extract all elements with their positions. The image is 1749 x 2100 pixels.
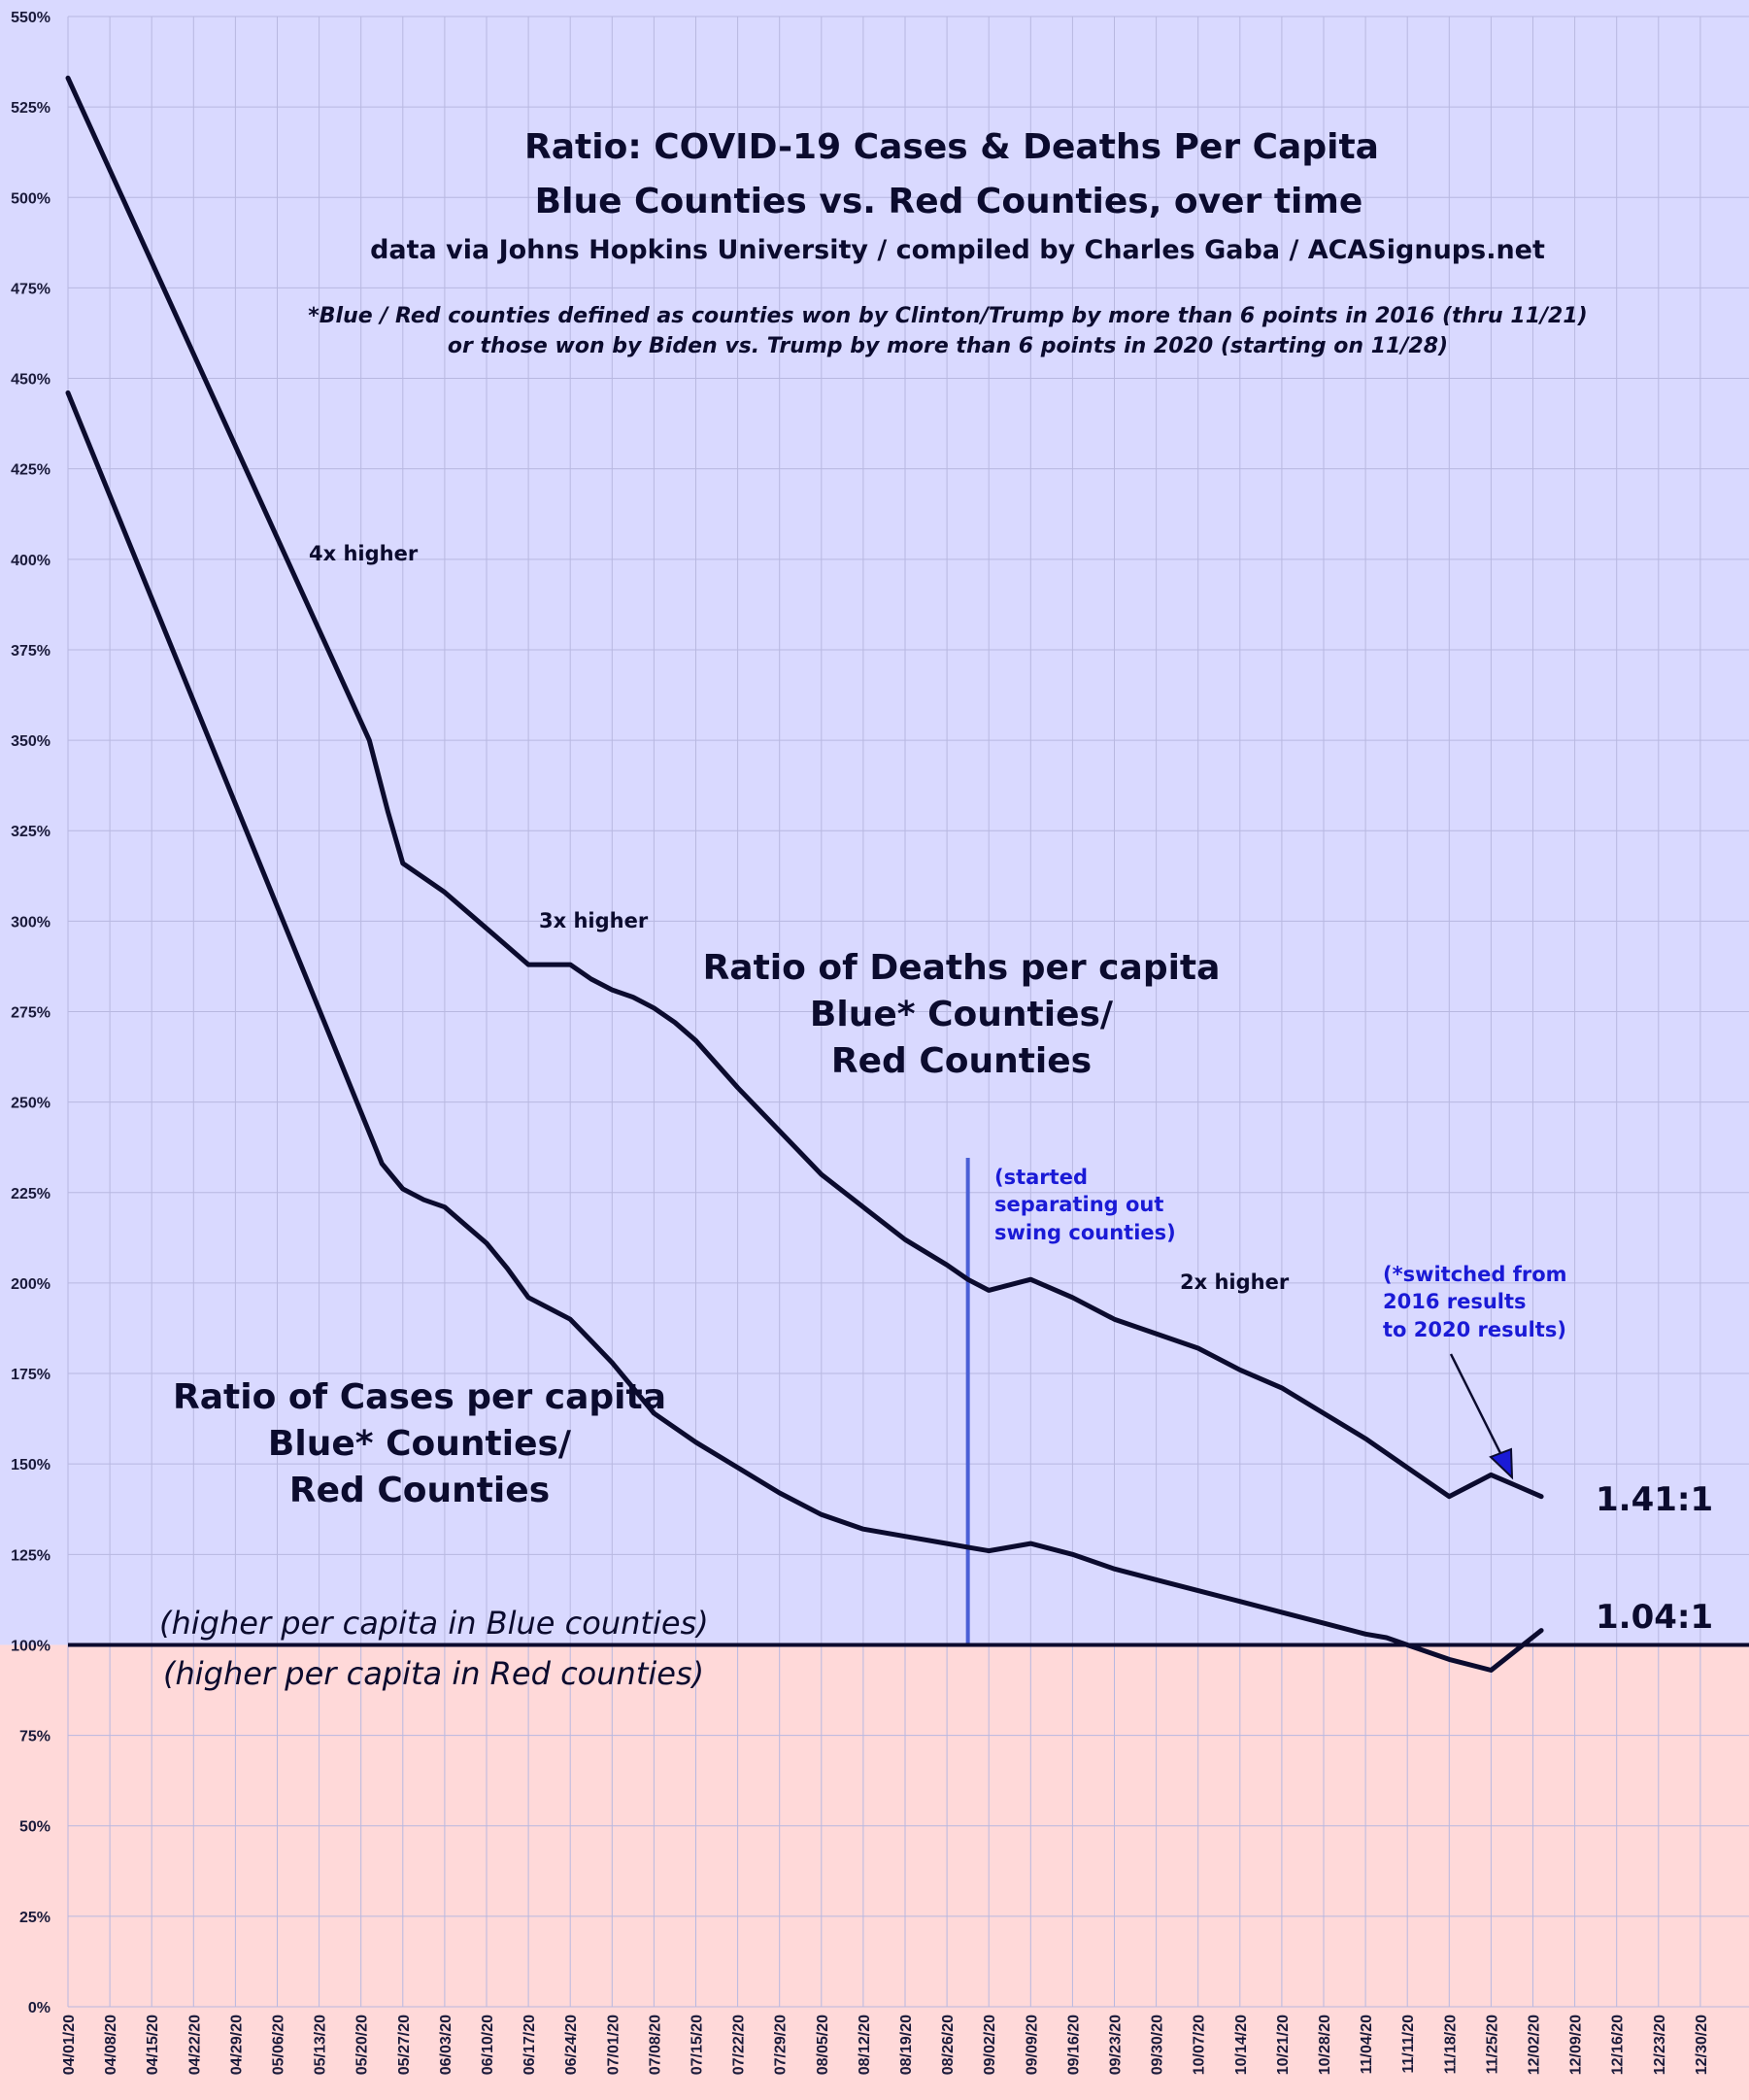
x-tick-label: 08/19/20: [898, 2015, 915, 2075]
x-tick-label: 07/01/20: [605, 2015, 622, 2075]
x-axis-ticks: 04/01/20 04/08/20 04/15/20 04/22/20 04/29/20…: [61, 2015, 1710, 2075]
annotation-3x-higher: 3x higher: [539, 909, 649, 932]
x-tick-label: 08/05/20: [815, 2015, 831, 2075]
annotation-started-swing-3: swing counties): [994, 1221, 1176, 1244]
annotation-switched-2: 2016 results: [1383, 1290, 1527, 1313]
higher-in-red-note: (higher per capita in Red counties): [163, 1655, 704, 1692]
x-tick-label: 12/23/20: [1652, 2015, 1668, 2075]
y-tick-label: 425%: [11, 462, 50, 479]
annotation-arrow: [1449, 1353, 1505, 1460]
y-tick-label: 450%: [11, 372, 50, 389]
deaths-series-label-2: Blue* Counties/: [810, 995, 1114, 1034]
y-tick-label: 375%: [11, 643, 50, 660]
x-tick-label: 11/11/20: [1400, 2015, 1417, 2074]
annotation-2x-higher: 2x higher: [1180, 1270, 1290, 1294]
x-tick-label: 09/02/20: [982, 2015, 998, 2075]
y-tick-label: 175%: [11, 1367, 50, 1383]
deaths-series-label-1: Ratio of Deaths per capita: [703, 948, 1221, 988]
y-tick-label: 550%: [11, 10, 50, 26]
x-tick-label: 07/22/20: [731, 2015, 748, 2075]
x-tick-label: 12/30/20: [1694, 2015, 1710, 2075]
x-tick-label: 09/23/20: [1108, 2015, 1125, 2075]
y-tick-label: 325%: [11, 824, 50, 840]
y-tick-label: 500%: [11, 190, 50, 207]
deaths-end-ratio-label: 1.41:1: [1596, 1480, 1713, 1519]
x-tick-label: 09/16/20: [1065, 2015, 1082, 2075]
x-tick-label: 10/14/20: [1233, 2015, 1250, 2075]
footnote-line-1: *Blue / Red counties defined as counties…: [308, 304, 1587, 328]
y-tick-label: 50%: [19, 1819, 50, 1836]
x-tick-label: 09/09/20: [1024, 2015, 1040, 2075]
x-tick-label: 08/12/20: [857, 2015, 873, 2075]
x-tick-label: 04/15/20: [145, 2015, 161, 2075]
x-tick-label: 05/27/20: [396, 2015, 413, 2075]
y-tick-label: 250%: [11, 1096, 50, 1112]
x-tick-label: 04/01/20: [61, 2015, 78, 2075]
footnote-line-2: or those won by Biden vs. Trump by more …: [448, 334, 1448, 358]
annotation-started-swing-1: (started: [994, 1166, 1088, 1189]
x-tick-label: 04/22/20: [186, 2015, 203, 2075]
annotation-switched-3: to 2020 results): [1383, 1318, 1566, 1341]
y-tick-label: 200%: [11, 1276, 50, 1293]
x-tick-label: 08/26/20: [940, 2015, 957, 2075]
deaths-series-label-3: Red Counties: [831, 1041, 1092, 1081]
x-tick-label: 07/29/20: [773, 2015, 790, 2075]
y-tick-label: 275%: [11, 1005, 50, 1022]
x-tick-label: 11/04/20: [1359, 2015, 1375, 2075]
x-tick-label: 04/29/20: [228, 2015, 245, 2075]
x-tick-label: 05/20/20: [354, 2015, 371, 2075]
y-axis-ticks: 0% 25% 50% 75% 100% 125% 150% 175% 200% 225% 250% 2…: [11, 10, 50, 2016]
x-tick-label: 10/07/20: [1192, 2015, 1208, 2075]
y-tick-label: 0%: [28, 2000, 50, 2016]
x-tick-label: 09/30/20: [1150, 2015, 1166, 2075]
x-tick-label: 11/25/20: [1484, 2015, 1500, 2075]
cases-series-label-1: Ratio of Cases per capita: [173, 1377, 666, 1417]
series-group: [65, 75, 1544, 1673]
x-tick-label: 06/10/20: [480, 2015, 496, 2075]
x-tick-label: 11/18/20: [1442, 2015, 1459, 2075]
y-tick-label: 300%: [11, 914, 50, 931]
x-tick-label: 06/24/20: [563, 2015, 580, 2075]
y-tick-label: 525%: [11, 100, 50, 117]
x-tick-label: 05/13/20: [313, 2015, 329, 2075]
higher-in-blue-note: (higher per capita in Blue counties): [159, 1605, 709, 1642]
y-tick-label: 125%: [11, 1547, 50, 1564]
red-region: [0, 1644, 1749, 2100]
x-tick-label: 10/21/20: [1275, 2015, 1292, 2075]
y-tick-label: 100%: [11, 1638, 50, 1654]
x-tick-label: 12/16/20: [1610, 2015, 1627, 2075]
y-tick-label: 150%: [11, 1457, 50, 1473]
y-tick-label: 400%: [11, 553, 50, 569]
y-tick-label: 75%: [19, 1729, 50, 1745]
chart-subtitle: Blue Counties vs. Red Counties, over tim…: [535, 182, 1363, 221]
cases-ratio-line: [65, 390, 1544, 1673]
x-tick-label: 12/02/20: [1527, 2015, 1543, 2075]
chart-title: Ratio: COVID-19 Cases & Deaths Per Capit…: [524, 127, 1379, 167]
x-tick-label: 06/17/20: [521, 2015, 538, 2075]
y-tick-label: 350%: [11, 733, 50, 750]
cases-series-label-3: Red Counties: [289, 1471, 550, 1510]
y-tick-label: 225%: [11, 1186, 50, 1202]
annotation-started-swing-2: separating out: [994, 1193, 1163, 1216]
x-tick-label: 12/09/20: [1568, 2015, 1585, 2075]
cases-series-label-2: Blue* Counties/: [268, 1424, 572, 1464]
annotation-4x-higher: 4x higher: [309, 542, 419, 565]
chart-source: data via Johns Hopkins University / comp…: [370, 235, 1545, 265]
annotation-arrow-head: [1489, 1447, 1514, 1480]
x-tick-label: 04/08/20: [103, 2015, 119, 2075]
y-tick-label: 25%: [19, 1910, 50, 1926]
x-tick-label: 05/06/20: [271, 2015, 287, 2075]
x-tick-label: 07/08/20: [647, 2015, 663, 2075]
x-tick-label: 06/03/20: [438, 2015, 454, 2075]
annotation-switched-1: (*switched from: [1383, 1263, 1567, 1286]
x-tick-label: 10/28/20: [1317, 2015, 1333, 2075]
y-tick-label: 475%: [11, 281, 50, 297]
x-tick-label: 07/15/20: [690, 2015, 706, 2075]
cases-end-ratio-label: 1.04:1: [1596, 1598, 1713, 1637]
deaths-ratio-line: [65, 75, 1544, 1500]
blue-region: [0, 0, 1749, 1645]
